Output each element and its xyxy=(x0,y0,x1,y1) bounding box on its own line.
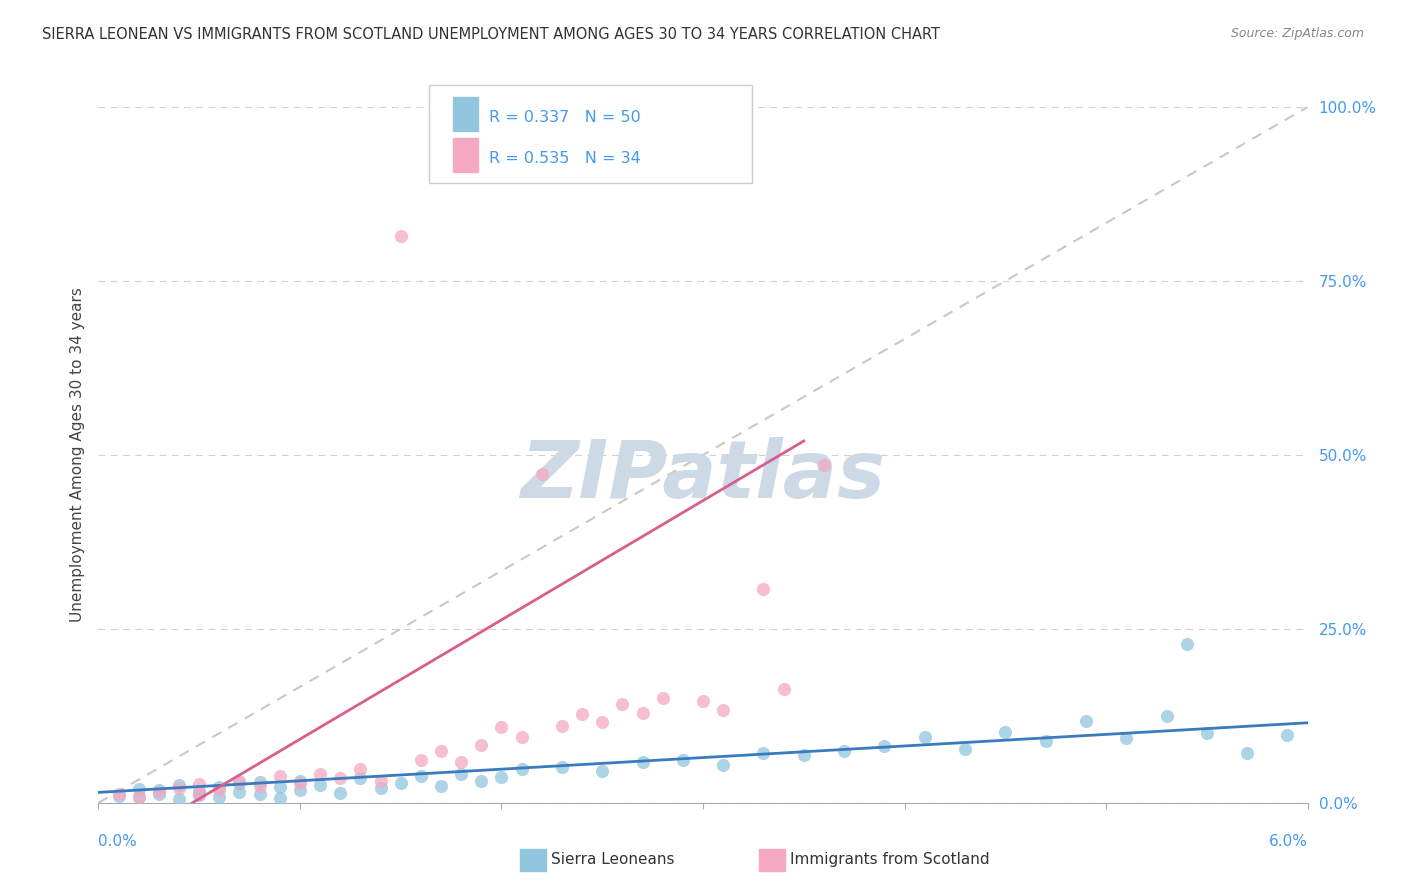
Point xyxy=(389,228,412,243)
Point xyxy=(370,781,392,796)
Point xyxy=(288,773,311,788)
Text: R = 0.535   N = 34: R = 0.535 N = 34 xyxy=(489,152,641,166)
Point xyxy=(491,770,513,784)
Text: 6.0%: 6.0% xyxy=(1268,834,1308,849)
Text: Source: ZipAtlas.com: Source: ZipAtlas.com xyxy=(1230,27,1364,40)
Point xyxy=(409,753,432,767)
Point xyxy=(208,783,231,797)
Point xyxy=(772,681,794,696)
Point xyxy=(288,782,311,797)
Point xyxy=(914,730,936,744)
Point xyxy=(208,780,231,795)
Point xyxy=(591,715,613,730)
Point xyxy=(631,706,654,720)
Point xyxy=(450,766,472,780)
Point xyxy=(188,784,211,798)
Text: 0.0%: 0.0% xyxy=(98,834,138,849)
Point xyxy=(288,775,311,789)
Point xyxy=(309,766,332,780)
Point xyxy=(813,458,835,473)
Point xyxy=(1156,708,1178,723)
Point xyxy=(269,791,291,805)
Point xyxy=(1115,731,1137,745)
Point xyxy=(349,763,371,777)
Point xyxy=(1175,637,1198,651)
Point xyxy=(612,697,634,711)
Point xyxy=(128,789,150,804)
Point xyxy=(450,756,472,770)
Point xyxy=(208,789,231,804)
Point xyxy=(672,753,695,767)
Point xyxy=(107,788,129,802)
Point xyxy=(1236,746,1258,760)
Point xyxy=(793,748,815,763)
Point xyxy=(228,776,250,790)
Point xyxy=(329,786,352,800)
Point xyxy=(430,779,453,793)
Point xyxy=(269,769,291,783)
Point xyxy=(167,778,190,793)
Point xyxy=(752,582,775,596)
Point xyxy=(409,769,432,783)
Point xyxy=(228,785,250,799)
Point xyxy=(873,739,896,753)
Point xyxy=(491,720,513,734)
Point xyxy=(651,690,673,705)
Point xyxy=(148,783,170,797)
Point xyxy=(188,788,211,802)
Point xyxy=(228,774,250,789)
Point xyxy=(994,724,1017,739)
Point xyxy=(370,773,392,788)
Point xyxy=(309,778,332,792)
Point xyxy=(148,785,170,799)
Point xyxy=(167,781,190,796)
Point xyxy=(510,763,533,777)
Point xyxy=(510,731,533,745)
Point xyxy=(1035,734,1057,748)
Point xyxy=(430,744,453,758)
Point xyxy=(1195,725,1218,739)
Point xyxy=(832,744,855,758)
Point xyxy=(470,774,492,789)
Point xyxy=(692,693,714,707)
Point xyxy=(752,747,775,761)
Point xyxy=(551,760,574,774)
Point xyxy=(128,790,150,805)
Text: ZIPatlas: ZIPatlas xyxy=(520,437,886,515)
Point xyxy=(953,741,976,756)
Point xyxy=(551,718,574,732)
Text: SIERRA LEONEAN VS IMMIGRANTS FROM SCOTLAND UNEMPLOYMENT AMONG AGES 30 TO 34 YEAR: SIERRA LEONEAN VS IMMIGRANTS FROM SCOTLA… xyxy=(42,27,941,42)
Point xyxy=(148,788,170,802)
Point xyxy=(711,703,734,717)
Point xyxy=(711,757,734,772)
Point xyxy=(530,467,553,482)
Point xyxy=(470,738,492,752)
Point xyxy=(571,706,593,721)
Point xyxy=(631,756,654,770)
Text: Sierra Leoneans: Sierra Leoneans xyxy=(551,853,675,867)
Point xyxy=(249,775,271,789)
Point xyxy=(1074,714,1097,728)
Point xyxy=(389,775,412,789)
Point xyxy=(329,772,352,786)
Point xyxy=(128,781,150,796)
Point xyxy=(107,789,129,803)
Text: R = 0.337   N = 50: R = 0.337 N = 50 xyxy=(489,111,641,125)
Point xyxy=(167,792,190,806)
Text: Immigrants from Scotland: Immigrants from Scotland xyxy=(790,853,990,867)
Point xyxy=(188,787,211,801)
Point xyxy=(591,764,613,779)
Point xyxy=(249,787,271,801)
Point xyxy=(349,772,371,786)
Y-axis label: Unemployment Among Ages 30 to 34 years: Unemployment Among Ages 30 to 34 years xyxy=(69,287,84,623)
Point xyxy=(1277,728,1299,742)
Point xyxy=(188,777,211,791)
Point xyxy=(249,779,271,793)
Point xyxy=(269,780,291,794)
